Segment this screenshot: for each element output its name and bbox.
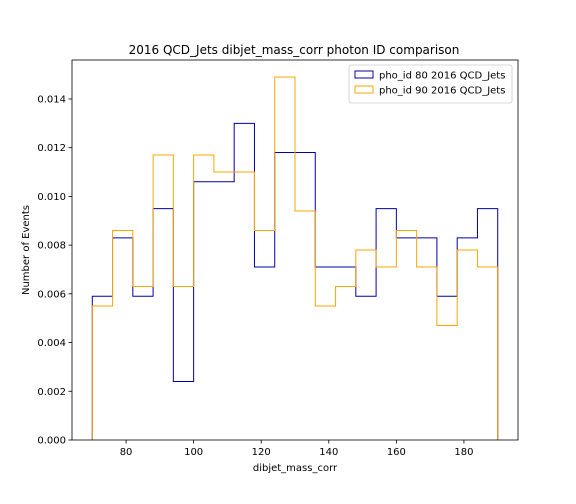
x-tick-label: 80	[120, 447, 133, 458]
x-tick-label: 140	[319, 447, 338, 458]
y-tick-label: 0.008	[37, 241, 66, 252]
plot-frame	[71, 59, 519, 441]
y-axis-label: Number of Events	[21, 205, 32, 295]
y-tick-label: 0.010	[37, 192, 66, 203]
legend-swatch	[354, 85, 374, 94]
y-tick-label: 0.004	[37, 338, 66, 349]
legend: pho_id 80 2016 QCD_Jets pho_id 90 2016 QC…	[348, 64, 513, 104]
y-tick-label: 0.014	[37, 94, 66, 105]
x-tick-label: 180	[454, 447, 473, 458]
legend-entry-label: pho_id 80 2016 QCD_Jets	[379, 71, 505, 82]
series-line-2	[91, 76, 499, 440]
series-layer	[91, 76, 499, 440]
x-axis: 80 100 120 140 160 180	[120, 440, 473, 458]
y-tick-label: 0.012	[37, 143, 66, 154]
chart-title: 2016 QCD_Jets dibjet_mass_corr photon ID…	[129, 43, 460, 57]
x-axis-label: dibjet_mass_corr	[253, 463, 338, 474]
y-tick-label: 0.000	[37, 436, 66, 447]
x-tick-label: 160	[387, 447, 406, 458]
x-tick-label: 120	[252, 447, 271, 458]
y-tick-label: 0.006	[37, 289, 66, 300]
legend-box	[348, 64, 513, 104]
plot-area	[71, 59, 519, 441]
y-tick-label: 0.002	[37, 387, 66, 398]
legend-swatch	[354, 70, 374, 79]
x-tick-label: 100	[184, 447, 203, 458]
y-axis: 0.000 0.002 0.004 0.006 0.008 0.010 0.012 0.014	[37, 94, 72, 447]
legend-entry-label: pho_id 90 2016 QCD_Jets	[379, 86, 505, 97]
